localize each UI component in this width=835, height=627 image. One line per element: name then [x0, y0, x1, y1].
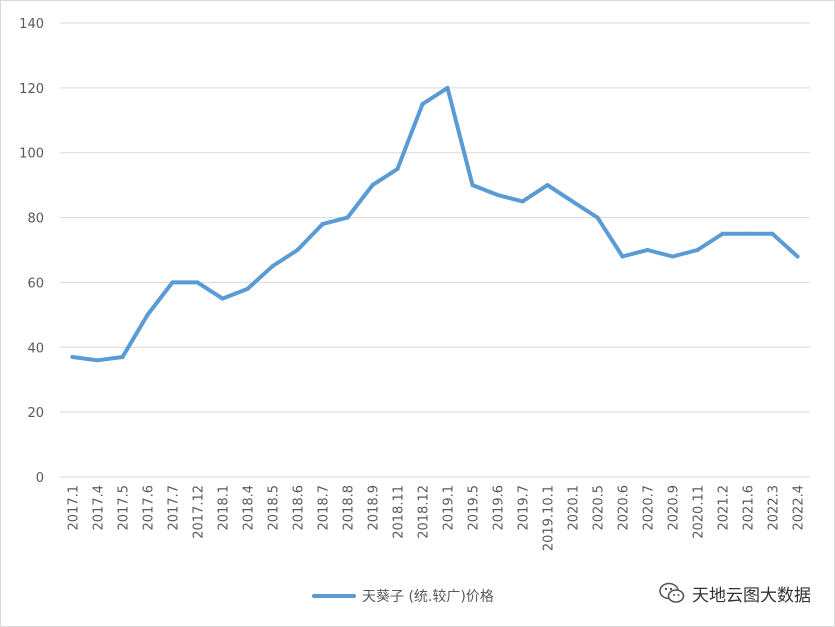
data-point [670, 254, 675, 259]
y-axis-tick-labels: 0 20 40 60 80 100 120 140 [19, 17, 44, 486]
x-tick-label: 2017.5 [117, 485, 132, 531]
data-point [445, 85, 450, 90]
x-tick-label: 2018.9 [367, 485, 382, 531]
x-tick-label: 2020.1 [567, 485, 582, 531]
x-axis-tick-labels: 2017.1 2017.4 2017.5 2017.6 2017.7 2017.12 201… [67, 485, 807, 551]
x-tick-label: 2018.4 [242, 485, 257, 531]
x-tick-label: 2020.7 [642, 485, 657, 531]
x-tick-label: 2017.6 [142, 485, 157, 531]
legend-swatch [312, 594, 356, 598]
x-tick-label: 2018.1 [217, 485, 232, 531]
x-tick-label: 2019.1 [442, 485, 457, 531]
series-layer [70, 85, 800, 363]
data-point [495, 192, 500, 197]
x-tick-label: 2018.6 [292, 485, 307, 531]
series-line-0 [70, 85, 800, 363]
x-tick-label: 2022.4 [792, 485, 807, 531]
x-tick-label: 2018.7 [317, 485, 332, 531]
data-point [345, 215, 350, 220]
data-point [595, 215, 600, 220]
x-tick-label: 2021.6 [742, 485, 757, 531]
y-tick-label: 40 [27, 341, 44, 356]
data-point [245, 286, 250, 291]
data-point [70, 355, 75, 360]
data-point [520, 199, 525, 204]
x-tick-label: 2017.7 [167, 485, 182, 531]
x-tick-label: 2018.12 [417, 485, 432, 539]
y-tick-label: 100 [19, 147, 44, 162]
x-tick-label: 2018.11 [392, 485, 407, 539]
x-tick-label: 2019.5 [467, 485, 482, 531]
data-point [320, 222, 325, 227]
data-point [545, 183, 550, 188]
data-point [295, 248, 300, 252]
x-tick-label: 2022.3 [767, 485, 782, 531]
x-tick-label: 2017.4 [92, 485, 107, 531]
x-tick-label: 2021.2 [717, 485, 732, 531]
data-point [195, 280, 200, 285]
legend: 天葵子 (统.较广)价格 [312, 584, 494, 608]
x-tick-label: 2019.6 [492, 485, 507, 531]
data-point [120, 355, 125, 360]
data-point [720, 231, 725, 236]
y-tick-label: 60 [27, 276, 44, 291]
data-point [420, 102, 425, 107]
data-point [170, 280, 175, 285]
x-tick-label: 2019.10.1 [542, 485, 557, 551]
data-point [95, 358, 100, 363]
data-point [220, 296, 225, 301]
data-point [795, 254, 800, 259]
data-point [645, 248, 650, 252]
gridlines [60, 22, 810, 478]
y-tick-label: 80 [27, 212, 44, 227]
watermark: 天地云图大数据 [658, 580, 811, 606]
legend-label: 天葵子 (统.较广)价格 [362, 589, 494, 605]
x-tick-label: 2019.7 [517, 485, 532, 531]
y-tick-label: 0 [36, 471, 44, 486]
data-point [395, 166, 400, 171]
data-point [370, 183, 375, 188]
x-tick-label: 2018.8 [342, 485, 357, 531]
data-point [745, 231, 750, 236]
x-tick-label: 2020.5 [592, 485, 607, 531]
x-tick-label: 2020.9 [667, 485, 682, 531]
y-tick-label: 140 [19, 17, 44, 32]
y-tick-label: 120 [19, 82, 44, 97]
data-point [695, 248, 700, 252]
data-point [570, 199, 575, 204]
wechat-icon [659, 582, 685, 603]
x-tick-label: 2017.1 [67, 485, 82, 531]
watermark-text: 天地云图大数据 [692, 585, 811, 606]
x-tick-label: 2017.12 [192, 485, 207, 539]
x-tick-label: 2020.11 [692, 485, 707, 539]
x-tick-label: 2020.6 [617, 485, 632, 531]
data-point [145, 312, 150, 317]
data-point [770, 231, 775, 236]
data-point [270, 264, 275, 269]
data-point [620, 254, 625, 259]
y-tick-label: 20 [27, 406, 44, 421]
x-tick-label: 2018.5 [267, 485, 282, 531]
data-point [470, 183, 475, 188]
